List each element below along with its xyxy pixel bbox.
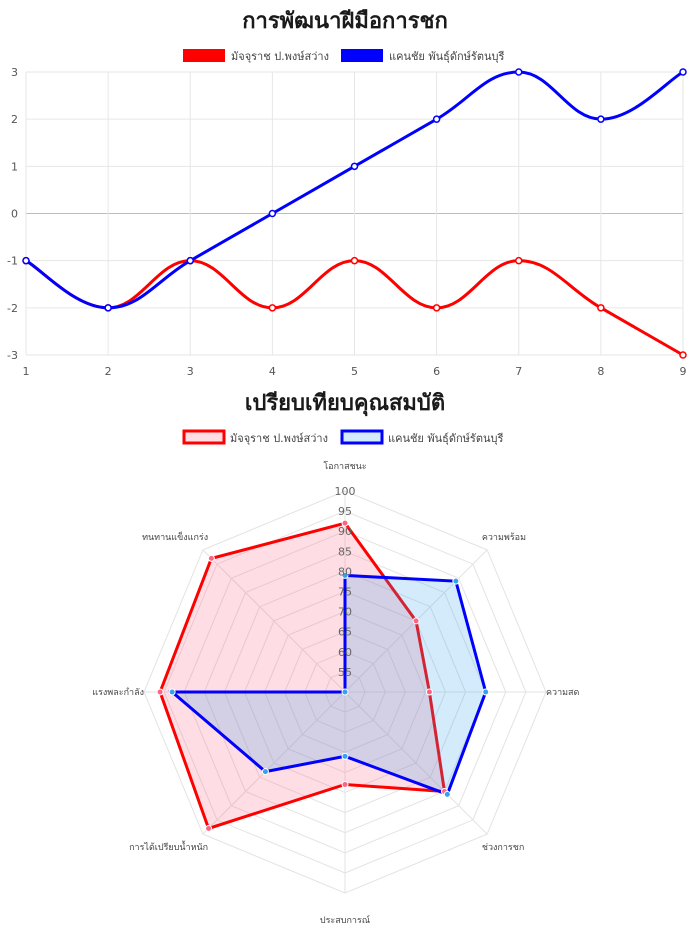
radar-axis-label: ความพร้อม: [482, 532, 526, 543]
radar-legend-label-series-1[interactable]: มัจจุราช ป.พงษ์สว่าง: [230, 432, 328, 445]
line-chart-grid: 3 2 1 0 -1 -2 -3 1 2 3 4 5 6 7 8 9: [7, 66, 686, 378]
x-tick-label: 1: [23, 365, 30, 378]
legend-swatch-series-1[interactable]: [183, 49, 225, 62]
radar-tick-label: 55: [338, 666, 352, 679]
radar-axis-label: การได้เปรียบน้ำหนัก: [129, 840, 208, 853]
radar-point-series-2[interactable]: [443, 790, 451, 798]
legend-swatch-series-2[interactable]: [341, 49, 383, 62]
radar-point-series-1[interactable]: [205, 824, 213, 832]
data-point-series-2[interactable]: [515, 68, 523, 76]
radar-tick-label: 65: [338, 626, 352, 639]
radar-tick-label: 85: [338, 545, 352, 558]
radar-point-series-2[interactable]: [452, 577, 460, 585]
radar-axis-label: ช่วงการชก: [482, 843, 524, 853]
x-tick-label: 3: [187, 365, 194, 378]
radar-tick-label: 90: [338, 525, 352, 538]
radar-tick-label: 100: [335, 485, 356, 498]
radar-legend-swatch-series-2[interactable]: [340, 429, 384, 445]
radar-chart-series: [156, 519, 490, 832]
x-tick-label: 6: [433, 365, 440, 378]
data-point-series-2[interactable]: [104, 304, 112, 312]
data-point-series-2[interactable]: [186, 256, 194, 265]
radar-axis-label: ทนทานแข็งแกร่ง: [142, 530, 208, 543]
y-tick-label: 1: [11, 160, 18, 173]
radar-point-series-1[interactable]: [341, 519, 349, 527]
data-point-series-1[interactable]: [515, 256, 523, 265]
radar-chart-axis-labels: โอกาสชนะความพร้อมความสดช่วงการชกประสบการ…: [92, 461, 579, 926]
radar-point-series-2[interactable]: [168, 688, 176, 696]
legend-label-series-1[interactable]: มัจจุราช ป.พงษ์สว่าง: [231, 50, 329, 63]
radar-spoke: [344, 691, 488, 835]
radar-point-series-1[interactable]: [425, 688, 433, 696]
radar-point-series-1[interactable]: [341, 780, 349, 788]
radar-tick-label: 70: [338, 606, 352, 619]
data-point-series-1[interactable]: [268, 304, 277, 312]
radar-point-series-1[interactable]: [207, 554, 215, 562]
radar-spoke: [202, 549, 346, 693]
radar-point-series-2[interactable]: [261, 768, 269, 776]
radar-point-series-2[interactable]: [482, 688, 490, 696]
radar-point-series-2[interactable]: [341, 752, 349, 760]
radar-axis-label: ความสด: [546, 688, 580, 698]
radar-legend-swatch-series-1[interactable]: [182, 429, 226, 445]
x-tick-label: 4: [269, 365, 276, 378]
radar-spoke: [202, 691, 346, 835]
legend-label-series-2[interactable]: แคนชัย พันธุ์ดักษ์รัตนบุรี: [389, 50, 504, 63]
radar-tick-label: 60: [338, 646, 352, 659]
data-point-series-2[interactable]: [268, 209, 277, 218]
line-chart-legend[interactable]: มัจจุราช ป.พงษ์สว่าง แคนชัย พันธุ์ดักษ์ร…: [183, 49, 504, 63]
radar-tick-label: 75: [338, 586, 352, 599]
x-tick-label: 9: [680, 365, 687, 378]
data-point-series-1[interactable]: [432, 304, 441, 312]
radar-tick-label: 95: [338, 505, 352, 518]
x-tick-label: 2: [105, 365, 112, 378]
y-tick-label: -1: [7, 255, 18, 268]
radar-chart-legend[interactable]: มัจจุราช ป.พงษ์สว่าง แคนชัย พันธุ์ดักษ์ร…: [182, 429, 503, 445]
radar-axis-label: ประสบการณ์: [320, 914, 370, 926]
radar-point-series-2[interactable]: [341, 688, 349, 696]
y-tick-label: 0: [11, 208, 18, 221]
data-point-series-2[interactable]: [350, 162, 359, 171]
data-point-series-2[interactable]: [22, 256, 30, 265]
radar-axis-label: โอกาสชนะ: [323, 461, 366, 472]
y-tick-label: -3: [7, 349, 18, 362]
radar-point-series-2[interactable]: [341, 571, 349, 579]
data-point-series-1[interactable]: [597, 304, 605, 312]
line-chart-title: การพัฒนาฝีมือการชก: [242, 9, 448, 34]
data-point-series-2[interactable]: [597, 115, 605, 123]
data-point-series-2[interactable]: [432, 115, 441, 123]
x-tick-label: 8: [597, 365, 604, 378]
x-tick-label: 5: [351, 365, 358, 378]
x-tick-label: 7: [515, 365, 522, 378]
radar-chart-ticks: 55 60 65 70 75 80 85 90 95 100: [335, 485, 356, 679]
y-tick-label: -2: [7, 302, 18, 315]
radar-axis-label: แรงพละกำลัง: [92, 687, 144, 698]
line-chart-series: [22, 68, 687, 359]
radar-legend-label-series-2[interactable]: แคนชัย พันธุ์ดักษ์รัตนบุรี: [388, 432, 503, 445]
radar-tick-label: 80: [338, 565, 352, 578]
radar-point-series-1[interactable]: [412, 617, 420, 625]
data-point-series-2[interactable]: [679, 68, 687, 76]
y-tick-label: 2: [11, 113, 18, 126]
radar-point-series-1[interactable]: [156, 688, 164, 696]
radar-chart-title: เปรียบเทียบคุณสมบัติ: [245, 391, 445, 417]
data-point-series-1[interactable]: [679, 351, 687, 359]
y-tick-label: 3: [11, 66, 18, 79]
data-point-series-1[interactable]: [350, 256, 359, 265]
